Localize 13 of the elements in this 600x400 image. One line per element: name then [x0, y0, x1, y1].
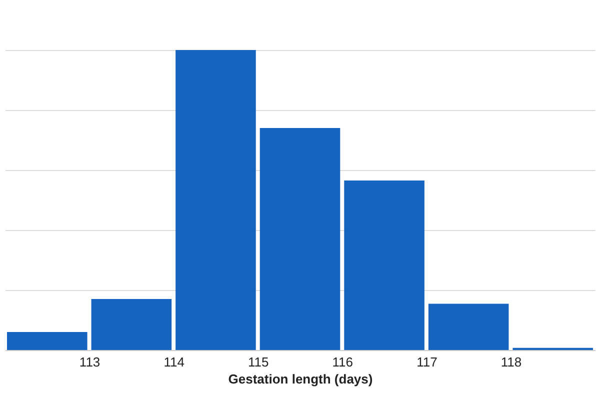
x-tick-label: 113	[79, 354, 100, 370]
x-axis-title: Gestation length (days)	[228, 372, 373, 386]
x-tick-label: 114	[164, 354, 184, 370]
bar	[176, 50, 256, 350]
x-tick-label: 118	[500, 354, 522, 370]
bar	[344, 180, 424, 350]
bar	[428, 304, 509, 350]
x-tick-label: 115	[248, 354, 269, 370]
bar	[7, 332, 88, 350]
bar	[91, 299, 172, 350]
x-tick-label: 117	[416, 354, 438, 370]
x-tick-label: 116	[332, 354, 354, 370]
bar	[260, 128, 340, 350]
